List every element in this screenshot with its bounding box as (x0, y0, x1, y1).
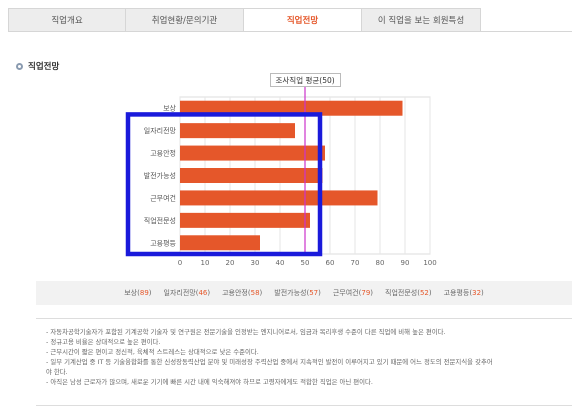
legend-name: 근무여건 (332, 289, 359, 297)
bar-5 (180, 190, 378, 206)
category-label: 보상 (163, 104, 176, 113)
highlight-box (125, 112, 323, 257)
legend-item: 근무여건(79) (332, 289, 374, 297)
legend-item: 일자리전망(46) (163, 289, 211, 297)
bar-7 (180, 235, 260, 251)
legend-value: 58 (250, 289, 260, 297)
note-line: 야 한다. (46, 368, 68, 376)
x-tick-label: 30 (251, 259, 260, 267)
legend-item: 직업전문성(52) (385, 289, 432, 297)
category-label: 직업전문성 (144, 216, 176, 225)
circle-bullet-icon (16, 62, 23, 70)
x-tick-label: 100 (423, 259, 436, 267)
category-label: 고용평등 (150, 238, 176, 247)
outlook-bar-chart: 0 10 20 30 40 50 60 70 80 90 100 보상일자리전망고용안정발전가능성근무… (125, 86, 437, 267)
legend-value: 89 (139, 289, 149, 297)
tab-member-traits[interactable]: 이 직업을 보는 회원특성 (362, 8, 481, 32)
bar-2 (180, 123, 295, 139)
x-tick-label: 70 (351, 259, 360, 267)
category-label: 고용안정 (150, 149, 176, 158)
x-tick-label: 10 (201, 259, 210, 267)
legend-name: 보상 (124, 289, 138, 297)
legend-item: 고용평등(32) (443, 289, 484, 297)
tabs-divider (8, 31, 572, 32)
x-tick-label: 0 (178, 259, 182, 267)
x-tick-label: 90 (401, 259, 410, 267)
legend-item: 고용안정(58) (222, 289, 263, 297)
bar-3 (180, 145, 325, 161)
note-line: - 일부 기계산업 중 IT 등 기술융합화를 통한 신성장동력산업 분야 및 … (46, 358, 493, 366)
section-header: 직업전망 (16, 60, 59, 72)
legend-name: 일자리전망 (163, 289, 196, 297)
bar-4 (180, 168, 323, 183)
bar-6 (180, 212, 310, 228)
legend-value: 32 (472, 289, 482, 297)
note-line: - 근무시간이 짧은 편이고 정신적, 육체적 스트레스는 상대적으로 낮은 수… (46, 348, 259, 356)
bar-1 (180, 100, 403, 116)
score-legend-strip: 보상(89) 일자리전망(46) 고용안정(58) 발전가능성(57) 근무여건(79)… (36, 281, 572, 305)
x-tick-label: 40 (276, 259, 285, 267)
legend-name: 고용평등 (443, 289, 470, 297)
tab-bar: 직업개요 취업현황/문의기관 직업전망 이 직업을 보는 회원특성 (8, 8, 481, 32)
x-tick-label: 80 (376, 259, 385, 267)
category-label: 발전가능성 (144, 171, 176, 180)
legend-value: 57 (309, 289, 319, 297)
note-line: - 정규고용 비율은 상대적으로 높은 편이다. (46, 338, 161, 346)
legend-item: 발전가능성(57) (274, 289, 321, 297)
category-label: 근무여건 (150, 193, 176, 202)
x-tick-label: 60 (326, 259, 335, 267)
section-title: 직업전망 (28, 62, 60, 72)
legend-name: 직업전문성 (385, 289, 418, 297)
note-line: - 아직은 남성 근로자가 많으며, 새로운 기기에 빠른 시간 내에 익숙해져… (46, 378, 373, 386)
x-tick-label: 50 (301, 259, 310, 267)
outlook-notes: - 자동차공학기술자가 포함된 기계공학 기술자 및 연구원은 전문기술을 인정… (36, 318, 572, 406)
category-label: 일자리전망 (144, 126, 177, 135)
legend-value: 79 (361, 289, 371, 297)
average-reference-label: 조사직업 평균(50) (269, 73, 341, 87)
legend-value: 52 (419, 289, 429, 297)
legend-item: 보상(89) (124, 289, 152, 297)
legend-name: 고용안정 (222, 289, 248, 297)
tab-overview[interactable]: 직업개요 (8, 8, 126, 32)
legend-value: 46 (198, 289, 208, 297)
x-tick-label: 20 (226, 259, 235, 267)
note-line: - 자동차공학기술자가 포함된 기계공학 기술자 및 연구원은 전문기술을 인정… (46, 328, 446, 336)
legend-name: 발전가능성 (274, 289, 307, 297)
